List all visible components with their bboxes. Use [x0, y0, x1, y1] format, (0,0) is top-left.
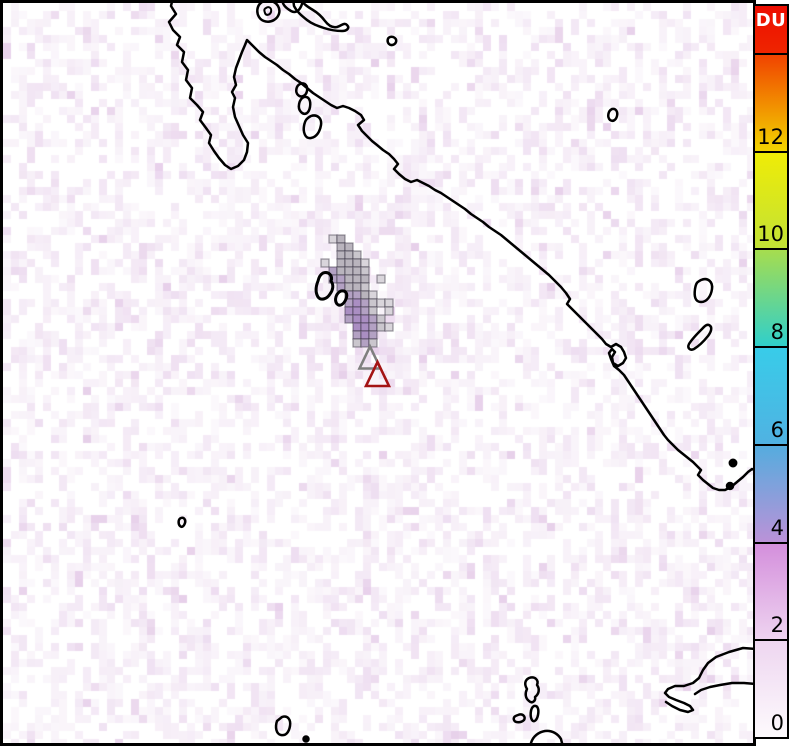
plume-cell [344, 250, 354, 260]
plume-cell [360, 330, 370, 340]
island [529, 704, 540, 723]
map-area [0, 0, 756, 746]
top-lagoon-inner [263, 6, 273, 16]
colorbar-unit-label: DU [755, 10, 787, 31]
main-coastline [167, 3, 753, 492]
island [693, 277, 714, 304]
colorbar: 12 10 8 6 4 2 0 DU [753, 4, 789, 739]
plume-cell [360, 266, 370, 276]
plume-cell [376, 298, 386, 308]
island [177, 516, 187, 529]
plume-cell [344, 306, 354, 316]
island [386, 35, 398, 47]
plume-cell [352, 258, 362, 268]
plume-cell [368, 322, 378, 332]
top-lagoon-island [256, 3, 281, 23]
plume-cell [344, 258, 354, 268]
island [334, 289, 349, 307]
plume-layer [320, 234, 394, 348]
plume-cell [368, 338, 378, 348]
islet-dot [302, 735, 310, 743]
coastal-knot [725, 481, 735, 491]
plume-cell [352, 282, 362, 292]
plume-cell [352, 274, 362, 284]
plume-cell [360, 314, 370, 324]
top-coast-squiggle [281, 3, 304, 14]
plume-cell [360, 322, 370, 332]
plume-cell [360, 258, 370, 268]
plume-cell [360, 282, 370, 292]
plume-cell [352, 290, 362, 300]
plume-cell [384, 322, 394, 332]
island [607, 107, 619, 123]
colorbar-segment-12 [755, 53, 787, 151]
coastlines [167, 3, 753, 743]
plume-cell [352, 322, 362, 332]
plume-cell [344, 266, 354, 276]
colorbar-segment-2 [755, 541, 787, 640]
plume-cell [352, 338, 362, 348]
plume-cell [336, 234, 346, 244]
colorbar-segment-10 [755, 150, 787, 249]
plume-cell [352, 330, 362, 340]
plume-cell [360, 290, 370, 300]
plume-cell [384, 306, 394, 316]
plume-cell [368, 298, 378, 308]
plume-cell [368, 330, 378, 340]
plume-cell [344, 242, 354, 252]
island [314, 271, 335, 301]
map-overlay-svg [167, 3, 753, 743]
island [297, 95, 312, 116]
plume-cell [344, 274, 354, 284]
plume-cell [352, 250, 362, 260]
plume-cell [320, 258, 330, 268]
plume-cell [360, 298, 370, 308]
plume-cell [328, 234, 338, 244]
colorbar-segments [755, 6, 787, 737]
plume-cell [344, 282, 354, 292]
plume-cell [360, 338, 370, 348]
plume-cell [336, 258, 346, 268]
plume-cell [368, 306, 378, 316]
plume-cell [352, 306, 362, 316]
gray-volcano-triangle [357, 343, 383, 370]
plume-cell [368, 290, 378, 300]
plume-cell [336, 242, 346, 252]
island [302, 114, 323, 140]
coast-bump [529, 729, 564, 743]
island [295, 82, 309, 98]
plume-cell [360, 274, 370, 284]
plume-cell [376, 322, 386, 332]
colorbar-overflow-segment [755, 6, 787, 53]
plume-cell [336, 250, 346, 260]
plume-cell [336, 266, 346, 276]
plume-cell [368, 314, 378, 324]
plume-cell [376, 274, 386, 284]
island [512, 713, 526, 724]
red-volcano-triangle [363, 358, 392, 388]
plume-cell [376, 314, 386, 324]
plume-cell [384, 298, 394, 308]
colorbar-segment-8 [755, 248, 787, 347]
coastal-knot [728, 458, 738, 468]
island [687, 323, 713, 351]
bottom-right-landmass-north [663, 646, 753, 714]
top-landmass [292, 3, 350, 33]
plume-cell [352, 314, 362, 324]
island [274, 715, 292, 737]
bottom-right-landmass-south [693, 681, 753, 696]
plume-cell [336, 274, 346, 284]
plume-cell [352, 266, 362, 276]
plume-cell [344, 314, 354, 324]
colorbar-segment-0 [755, 639, 787, 737]
island [524, 676, 540, 704]
plume-cell [352, 298, 362, 308]
retrieval-noise-canvas [3, 3, 753, 743]
colorbar-segment-4 [755, 443, 787, 542]
colorbar-segment-6 [755, 346, 787, 444]
volcano-markers [357, 343, 392, 388]
plume-cell [360, 306, 370, 316]
